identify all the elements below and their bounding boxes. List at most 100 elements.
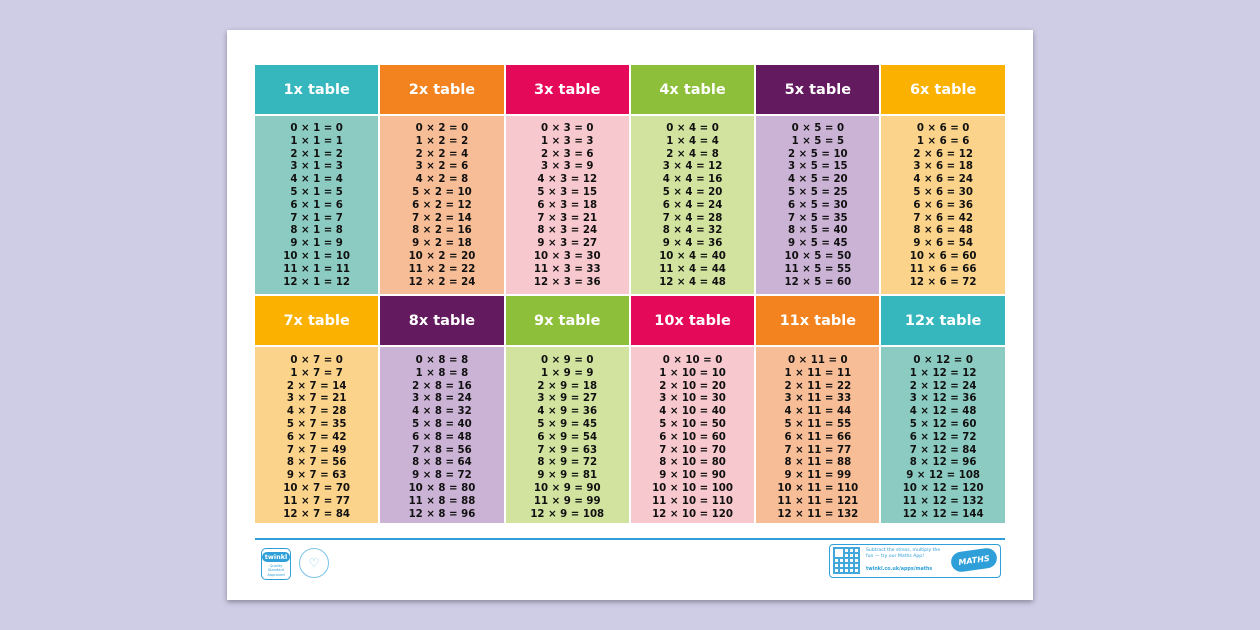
multiplication-fact: 0 × 2 = 0 [415,123,469,134]
multiplication-fact: 10 × 8 = 80 [408,482,476,494]
multiplication-fact: 7 × 5 = 35 [788,212,848,224]
multiplication-fact: 11 × 4 = 44 [659,263,726,275]
multiplication-fact: 2 × 3 = 6 [540,148,594,160]
multiplication-fact: 7 × 1 = 7 [290,212,343,224]
multiplication-fact: 5 × 6 = 30 [913,186,973,198]
multiplication-fact: 4 × 11 = 44 [784,406,852,418]
multiplication-fact: 11 × 2 = 22 [408,263,476,275]
multiplication-fact: 7 × 7 = 49 [286,444,347,456]
multiplication-fact: 2 × 8 = 16 [412,380,472,392]
multiplication-fact: 6 × 8 = 48 [412,431,472,443]
multiplication-fact: 1 × 3 = 3 [540,135,594,147]
multiplication-fact: 9 × 3 = 27 [537,238,598,250]
multiplication-fact: 6 × 5 = 30 [788,199,848,211]
multiplication-fact: 1 × 7 = 7 [290,367,343,379]
multiplication-fact: 1 × 1 = 1 [290,135,343,147]
multiplication-fact: 8 × 1 = 8 [290,225,343,237]
multiplication-fact: 11 × 6 = 66 [909,263,977,275]
multiplication-fact: 4 × 8 = 32 [412,406,472,418]
multiplication-fact: 7 × 12 = 84 [909,444,977,456]
multiplication-fact: 0 × 4 = 0 [666,123,719,134]
multiplication-fact: 4 × 9 = 36 [537,406,598,418]
multiplication-fact: 8 × 6 = 48 [913,225,973,237]
multiplication-fact: 7 × 6 = 42 [913,212,973,224]
multiplication-fact: 10 × 10 = 100 [652,482,733,494]
multiplication-fact: 12 × 7 = 84 [283,508,350,520]
multiplication-fact: 10 × 12 = 120 [902,482,984,494]
multiplication-fact: 7 × 8 = 56 [412,444,472,456]
multiplication-fact: 9 × 5 = 45 [788,238,848,250]
multiplication-fact: 2 × 4 = 8 [666,148,719,160]
multiplication-fact: 3 × 4 = 12 [662,161,723,173]
multiplication-fact: 7 × 4 = 28 [662,212,723,224]
table-header: 10x table [630,296,755,345]
maths-app-promo[interactable]: Subtract the stress, multiply the fun — … [829,544,1001,578]
multiplication-fact: 9 × 4 = 36 [662,238,723,250]
promo-text: Subtract the stress, multiply the fun — … [866,548,941,559]
multiplication-fact: 0 × 9 = 0 [540,355,594,366]
multiplication-fact: 11 × 11 = 121 [777,495,859,507]
table-header: 6x table [881,65,1005,114]
quality-badge-text: Quality Standard Approved [267,564,285,577]
multiplication-fact: 9 × 7 = 63 [286,470,347,482]
multiplication-fact: 12 × 5 = 60 [784,276,852,288]
multiplication-fact: 3 × 2 = 6 [415,161,469,173]
multiplication-fact: 7 × 11 = 77 [784,444,852,456]
multiplication-fact: 8 × 9 = 72 [537,457,598,469]
multiplication-fact: 0 × 10 = 0 [662,355,723,366]
promo-url[interactable]: twinkl.co.uk/apps/maths [866,567,933,572]
multiplication-fact: 6 × 12 = 72 [909,431,977,443]
multiplication-fact: 9 × 6 = 54 [913,238,973,250]
multiplication-fact: 10 × 5 = 50 [784,250,852,262]
multiplication-fact: 1 × 11 = 11 [784,367,852,379]
twinkl-logo: twinkl [261,552,291,562]
multiplication-fact: 3 × 11 = 33 [784,393,852,405]
multiplication-fact: 4 × 5 = 20 [788,174,848,186]
multiplication-fact: 12 × 11 = 132 [777,508,859,520]
multiplication-fact: 1 × 5 = 5 [791,135,845,147]
multiplication-fact: 3 × 9 = 27 [537,393,598,405]
multiplication-fact: 10 × 2 = 20 [408,250,476,262]
multiplication-fact: 3 × 7 = 21 [286,393,347,405]
multiplication-fact: 10 × 3 = 30 [533,250,601,262]
multiplication-fact: 1 × 12 = 12 [909,367,977,379]
multiplication-fact: 0 × 7 = 0 [290,355,343,366]
multiplication-fact: 10 × 11 = 110 [777,482,859,494]
multiplication-fact: 2 × 11 = 22 [784,380,852,392]
multiplication-fact: 10 × 9 = 90 [533,482,601,494]
qr-code-icon [833,547,860,574]
multiplication-fact: 5 × 7 = 35 [286,418,347,430]
quality-badge: twinkl Quality Standard Approved [261,548,291,580]
multiplication-fact: 5 × 3 = 15 [537,186,598,198]
multiplication-fact: 4 × 6 = 24 [913,174,973,186]
multiplication-fact: 8 × 5 = 40 [788,225,848,237]
multiplication-fact: 6 × 2 = 12 [412,199,472,211]
multiplication-fact: 2 × 5 = 10 [788,148,848,160]
multiplication-fact: 4 × 4 = 16 [662,174,723,186]
multiplication-fact: 6 × 7 = 42 [286,431,347,443]
multiplication-fact: 12 × 8 = 96 [408,508,476,520]
multiplication-fact: 0 × 12 = 0 [913,355,973,366]
multiplication-fact: 5 × 2 = 10 [412,186,472,198]
multiplication-fact: 8 × 11 = 88 [784,457,852,469]
multiplication-fact: 1 × 8 = 8 [415,367,469,379]
multiplication-fact: 6 × 9 = 54 [537,431,598,443]
multiplication-fact: 11 × 8 = 88 [408,495,476,507]
heart-icon: ♡ [308,556,320,570]
table-header: 5x table [756,65,880,114]
